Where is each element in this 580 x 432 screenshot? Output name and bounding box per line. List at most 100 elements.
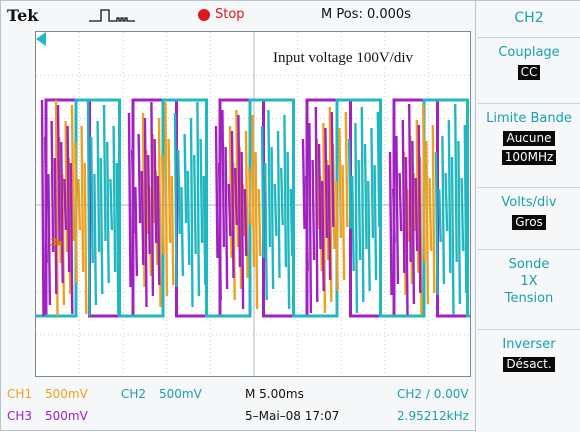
probe-attenuation: 1X bbox=[520, 274, 538, 289]
ch2-switching-trace bbox=[180, 186, 185, 277]
menu-coupling[interactable]: Couplage CC bbox=[478, 37, 580, 93]
ch2-switching-trace bbox=[196, 101, 201, 297]
ch2-label: CH2 bbox=[121, 387, 147, 401]
ch2-switching-trace bbox=[270, 146, 275, 290]
ch3-switching-trace bbox=[147, 154, 151, 255]
ch3-label: CH3 bbox=[7, 409, 33, 423]
ch3-switching-trace bbox=[314, 106, 319, 303]
ch3-switching-trace bbox=[404, 156, 409, 316]
ch2-switching-trace bbox=[450, 156, 455, 316]
timebase-readout: M 5.00ms bbox=[245, 387, 304, 401]
side-menu: CH2 Couplage CC Limite Bande Aucune 100M… bbox=[475, 1, 580, 432]
ch2-switching-trace bbox=[183, 133, 188, 224]
ch1-switching-trace bbox=[77, 178, 82, 231]
ch2-switching-trace bbox=[264, 162, 268, 301]
ch3-switching-trace bbox=[131, 149, 135, 235]
menu-probe[interactable]: Sonde 1X Tension bbox=[478, 249, 580, 323]
ch3-switching-trace bbox=[327, 164, 332, 281]
ch2-switching-trace bbox=[112, 125, 117, 273]
ch2-switching-trace bbox=[109, 178, 114, 231]
ch3-switching-trace bbox=[417, 124, 422, 294]
ch3-switching-trace bbox=[134, 186, 139, 277]
ch2-switching-trace bbox=[454, 103, 458, 263]
ch2-switching-trace bbox=[177, 149, 181, 235]
menu-bandwidth-limit[interactable]: Limite Bande Aucune 100MHz bbox=[478, 103, 580, 177]
ch1-switching-trace bbox=[335, 180, 339, 292]
ch3-switching-trace bbox=[66, 125, 71, 273]
ch3-switching-trace bbox=[47, 173, 52, 306]
ch2-switching-trace bbox=[267, 109, 272, 248]
ch2-switching-trace bbox=[370, 127, 375, 239]
trigger-waveform-icon bbox=[89, 9, 135, 22]
ch1-switching-trace bbox=[344, 111, 349, 228]
ch2-switching-trace bbox=[289, 188, 294, 257]
ch2-switching-trace bbox=[357, 159, 362, 261]
ch2-switching-trace bbox=[193, 154, 197, 255]
ch1-switching-trace bbox=[64, 120, 69, 253]
ch1-switching-trace bbox=[161, 154, 165, 255]
ch3-switching-trace bbox=[40, 99, 45, 317]
ch2-switching-trace bbox=[460, 177, 465, 252]
waveform-display: Input voltage 100V/div 3▸ bbox=[35, 31, 471, 377]
ch1-switching-trace bbox=[80, 125, 85, 273]
menu-title: CH2 bbox=[514, 10, 544, 26]
coupling-value: CC bbox=[517, 65, 541, 80]
ch3-switching-trace bbox=[143, 117, 148, 308]
bandwidth-label: Limite Bande bbox=[486, 111, 572, 126]
ch3-switching-trace bbox=[234, 167, 238, 226]
ch1-switching-trace bbox=[254, 151, 259, 310]
ch2-switching-trace bbox=[463, 124, 468, 294]
ch1-switching-trace bbox=[251, 114, 256, 268]
ch2-switching-trace bbox=[360, 106, 365, 303]
ch2-switching-trace bbox=[199, 138, 204, 244]
ch2-switching-trace bbox=[283, 114, 288, 268]
ch3-switching-trace bbox=[218, 162, 222, 301]
volts-div-label: Volts/div bbox=[501, 195, 557, 210]
annotation-text: Input voltage 100V/div bbox=[270, 50, 416, 67]
ch2-switching-trace bbox=[86, 99, 91, 317]
menu-invert[interactable]: Inverser Désact. bbox=[478, 329, 580, 383]
ch1-switching-trace bbox=[74, 141, 78, 284]
ch1-switching-trace bbox=[422, 103, 426, 263]
ch1-scale: 500mV bbox=[45, 387, 88, 401]
ch2-switching-trace bbox=[186, 170, 191, 266]
ch2-switching-trace bbox=[189, 117, 194, 308]
ch3-switching-trace bbox=[408, 103, 412, 263]
ch2-switching-trace bbox=[438, 188, 442, 243]
bandwidth-value: Aucune bbox=[503, 131, 555, 146]
ch3-switching-trace bbox=[395, 135, 400, 285]
ch2-switching-trace bbox=[367, 180, 371, 292]
ch3-switching-trace bbox=[63, 178, 68, 231]
ch3-switching-trace bbox=[69, 162, 74, 315]
ch2-switching-trace bbox=[106, 141, 110, 284]
stop-dot-icon bbox=[198, 9, 210, 21]
bandwidth-extra-value: 100MHz bbox=[501, 150, 557, 165]
ch1-switching-trace bbox=[167, 138, 172, 244]
datetime-readout: 5–Mai–08 17:07 bbox=[245, 409, 340, 423]
brand-logo: Tek bbox=[7, 6, 39, 25]
invert-value: Désact. bbox=[503, 357, 555, 372]
ch2-switching-trace bbox=[202, 175, 207, 286]
horizontal-position-readout: M Pos: 0.000s bbox=[321, 7, 411, 22]
ch3-switching-trace bbox=[317, 143, 322, 250]
ch2-level-arrow-icon bbox=[36, 32, 46, 46]
volts-div-value: Gros bbox=[512, 215, 546, 230]
ch3-switching-trace bbox=[330, 111, 335, 228]
ch2-switching-trace bbox=[115, 162, 120, 315]
ch3-switching-trace bbox=[240, 151, 245, 310]
ch3-scale: 500mV bbox=[45, 409, 88, 423]
ch3-switching-trace bbox=[388, 151, 393, 296]
menu-volts-div[interactable]: Volts/div Gros bbox=[478, 187, 580, 243]
ch2-switching-trace bbox=[434, 151, 439, 296]
ch3-switching-trace bbox=[137, 133, 142, 224]
probe-type: Tension bbox=[504, 291, 554, 306]
ch3-switching-trace bbox=[60, 141, 64, 284]
ch3-switching-trace bbox=[321, 180, 325, 292]
status-bar: Tek Stop M Pos: 0.000s bbox=[1, 1, 471, 46]
ch3-switching-trace bbox=[56, 104, 61, 242]
ch2-switching-trace bbox=[447, 119, 452, 274]
ch1-switching-trace bbox=[83, 162, 88, 315]
ch2-switching-trace bbox=[93, 173, 98, 306]
ch3-ground-marker: 3▸ bbox=[50, 236, 64, 249]
ch2-switching-trace bbox=[347, 138, 352, 230]
